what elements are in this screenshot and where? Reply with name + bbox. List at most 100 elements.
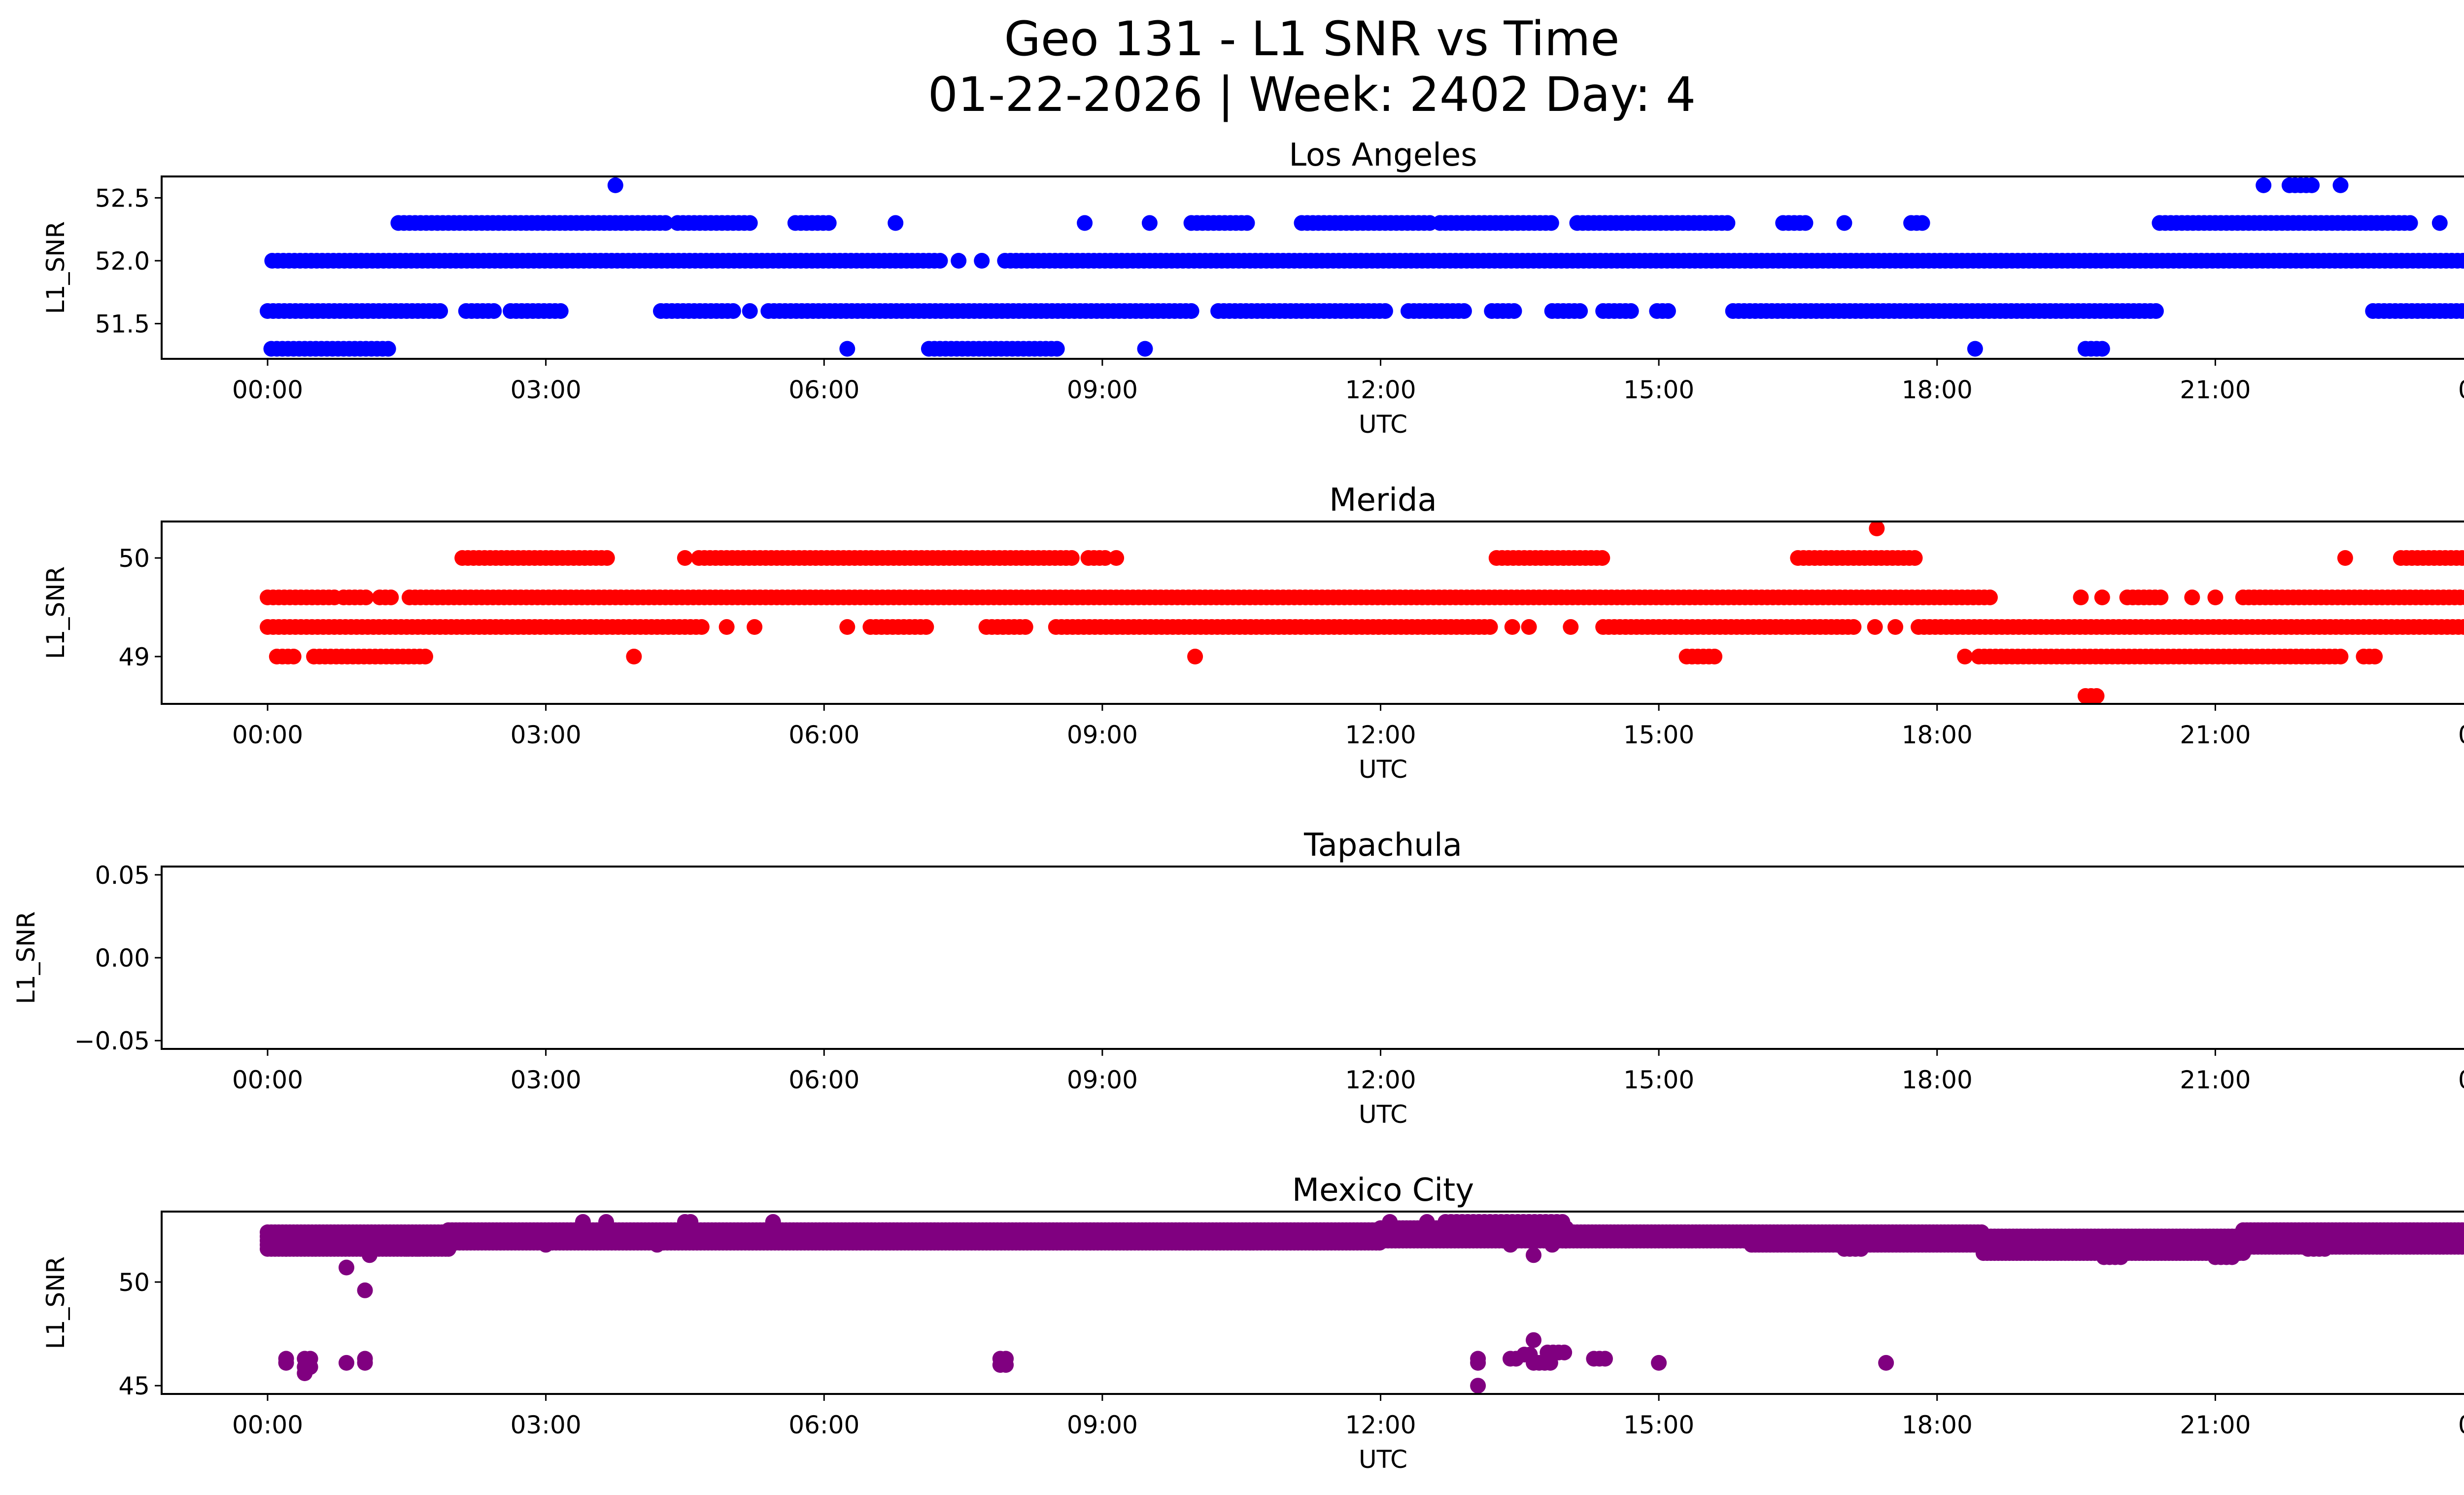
data-point (1108, 550, 1125, 566)
data-point (302, 1351, 318, 1367)
x-axis-label: UTC (1359, 755, 1407, 784)
data-point (742, 303, 758, 319)
data-point (2367, 649, 2383, 664)
x-tick-label: 09:00 (1067, 1411, 1138, 1439)
data-point (2402, 215, 2418, 231)
data-point (2073, 590, 2089, 605)
x-tick-label: 12:00 (1345, 1066, 1416, 1094)
data-point (1719, 215, 1736, 231)
data-point (2317, 1241, 2333, 1257)
x-tick-label: 03:00 (511, 721, 582, 749)
data-point (1470, 1351, 1486, 1367)
data-point (1187, 649, 1203, 664)
data-point (974, 253, 990, 269)
data-point (598, 1214, 614, 1230)
data-point (1869, 522, 1885, 536)
x-tick-label: 09:00 (1067, 1066, 1138, 1094)
data-point (1563, 619, 1579, 635)
data-point (1556, 1344, 1573, 1360)
data-point (575, 1214, 591, 1230)
x-axis-label: UTC (1359, 1100, 1407, 1129)
data-point (339, 1355, 354, 1371)
data-point (1456, 303, 1472, 319)
data-point (719, 619, 735, 635)
y-axis-label: L1_SNR (41, 221, 70, 314)
y-tick-label: −0.05 (74, 1027, 150, 1055)
x-axis-label: UTC (1359, 1445, 1407, 1474)
chart-title: Geo 131 - L1 SNR vs Time (1004, 11, 1620, 67)
chart-subtitle: 01-22-2026 | Week: 2402 Day: 4 (928, 67, 1696, 123)
data-point (1660, 303, 1676, 319)
data-point (1504, 619, 1520, 635)
data-point (1503, 1237, 1518, 1253)
data-point (1470, 1378, 1486, 1394)
data-point (357, 1351, 373, 1367)
y-tick-label: 52.0 (95, 247, 150, 276)
data-point (1887, 619, 1904, 635)
y-axis-label: L1_SNR (41, 566, 70, 660)
x-tick-label: 21:00 (2180, 1066, 2251, 1094)
data-point (2256, 177, 2272, 193)
data-point (821, 215, 837, 231)
data-points (260, 177, 2464, 357)
data-point (693, 619, 710, 635)
data-point (1651, 1355, 1667, 1371)
x-tick-label: 15:00 (1623, 721, 1694, 749)
data-point (1183, 303, 1199, 319)
x-tick-label: 03:00 (511, 376, 582, 404)
data-point (2094, 341, 2110, 357)
x-tick-label: 06:00 (788, 721, 859, 749)
data-point (2460, 551, 2464, 565)
data-point (1141, 215, 1158, 231)
data-point (1853, 1241, 1869, 1257)
data-point (1063, 550, 1080, 566)
data-point (383, 590, 399, 605)
data-point (285, 649, 302, 664)
x-tick-label: 09:00 (1067, 721, 1138, 749)
x-tick-label: 00:00 (2458, 376, 2464, 404)
data-point (2337, 550, 2353, 566)
x-tick-label: 12:00 (1345, 1411, 1416, 1439)
data-point (1097, 550, 1113, 566)
x-tick-label: 06:00 (788, 1411, 859, 1439)
data-point (1017, 619, 1033, 635)
data-point (1594, 550, 1610, 566)
data-point (677, 550, 693, 566)
y-axis-label: L1_SNR (41, 1256, 70, 1350)
data-point (2431, 215, 2448, 231)
data-point (2462, 1224, 2464, 1236)
data-point (1482, 619, 1498, 635)
x-tick-label: 00:00 (2458, 1066, 2464, 1094)
data-point (747, 619, 763, 635)
x-tick-label: 21:00 (2180, 721, 2251, 749)
panel-title: Mexico City (1292, 1172, 1474, 1209)
data-point (297, 1365, 313, 1381)
data-point (1907, 550, 1923, 566)
data-points (260, 1214, 2464, 1394)
x-tick-label: 15:00 (1623, 1411, 1694, 1439)
data-point (1419, 1214, 1435, 1230)
data-point (362, 1247, 377, 1263)
x-tick-label: 21:00 (2180, 376, 2251, 404)
x-tick-label: 00:00 (232, 1411, 303, 1439)
data-point (1914, 215, 1930, 231)
data-point (1544, 1237, 1560, 1253)
x-tick-label: 18:00 (1902, 376, 1973, 404)
data-point (1597, 1351, 1613, 1367)
data-point (657, 215, 674, 231)
data-point (1878, 1355, 1894, 1371)
data-point (2184, 590, 2200, 605)
data-point (2153, 590, 2169, 605)
data-point (998, 1351, 1014, 1367)
panel-title: Los Angeles (1289, 137, 1477, 174)
x-tick-label: 00:00 (2458, 1411, 2464, 1439)
data-point (2460, 304, 2464, 318)
data-point (2332, 177, 2349, 193)
data-point (339, 1259, 354, 1276)
